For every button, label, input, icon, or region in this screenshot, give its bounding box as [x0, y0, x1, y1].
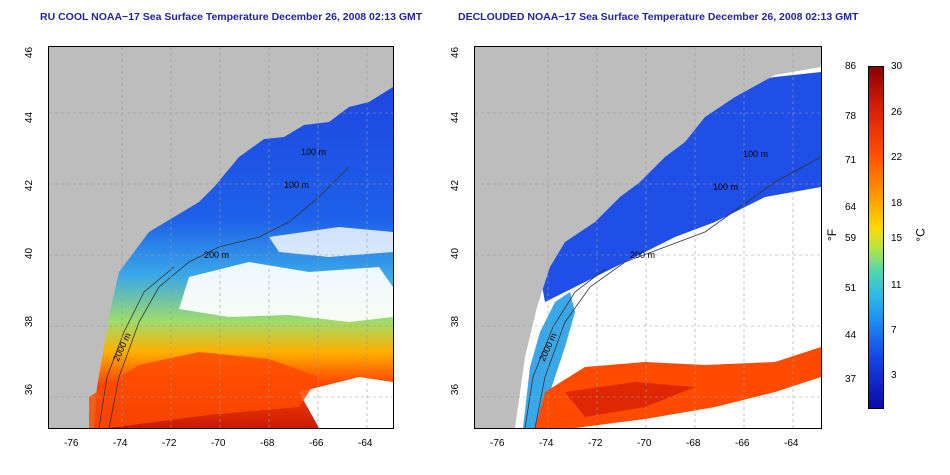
graticule	[475, 47, 821, 428]
gulf-core	[565, 382, 695, 417]
contour-50m	[98, 266, 175, 428]
cloud-band-2	[269, 227, 393, 257]
x-tick: -72	[162, 438, 177, 449]
x-tick: -68	[686, 438, 701, 449]
celsius-tick: 7	[891, 325, 897, 336]
contour-200m	[108, 166, 350, 428]
celsius-tick: 3	[891, 370, 897, 381]
land-mass	[49, 47, 393, 428]
y-tick: 42	[24, 179, 36, 192]
x-tick: -76	[490, 438, 505, 449]
x-tick: -76	[64, 438, 79, 449]
land-north	[299, 47, 393, 77]
fahrenheit-tick: 64	[845, 202, 857, 213]
y-tick: 38	[450, 315, 462, 328]
x-tick: -66	[309, 438, 324, 449]
temperature-colorbar	[868, 66, 884, 409]
fahrenheit-tick: 71	[845, 155, 857, 166]
y-tick: 38	[24, 315, 36, 328]
contour-label: 100 m	[301, 147, 327, 157]
x-tick: -68	[260, 438, 275, 449]
fahrenheit-tick: 37	[845, 374, 857, 385]
left-sst-map: 100 m 100 m 200 m 2000 m	[48, 46, 394, 429]
celsius-unit-label: °C	[913, 228, 928, 242]
right-map-canvas	[475, 47, 821, 428]
gulf-stream	[89, 352, 319, 428]
celsius-tick: 15	[891, 233, 903, 244]
y-tick: 46	[450, 46, 462, 59]
fahrenheit-tick: 51	[845, 283, 857, 294]
shelf-water	[535, 72, 821, 302]
x-tick: -66	[735, 438, 750, 449]
contour-label: 100 m	[743, 149, 769, 159]
cloud-band	[179, 262, 393, 322]
contour-label: 200 m	[204, 250, 230, 260]
fahrenheit-tick: 59	[845, 233, 857, 244]
contour-label: 200 m	[630, 250, 656, 260]
contour-50m	[524, 268, 606, 428]
y-tick: 44	[24, 111, 36, 124]
left-map-title: RU COOL NOAA−17 Sea Surface Temperature …	[40, 11, 423, 23]
y-tick: 42	[450, 179, 462, 192]
x-tick: -64	[358, 438, 373, 449]
contour-label: 100 m	[713, 182, 739, 192]
y-tick: 40	[450, 247, 462, 260]
celsius-tick: 22	[891, 152, 903, 163]
x-tick: -70	[211, 438, 226, 449]
right-map-title: DECLOUDED NOAA−17 Sea Surface Temperatur…	[458, 11, 859, 23]
celsius-tick: 11	[891, 280, 902, 291]
fahrenheit-unit-label: °F	[825, 228, 840, 242]
fahrenheit-tick: 78	[845, 111, 857, 122]
y-tick: 44	[450, 111, 462, 124]
land-mass	[475, 47, 821, 428]
fahrenheit-tick: 86	[845, 61, 857, 72]
x-tick: -70	[637, 438, 652, 449]
y-tick: 40	[24, 247, 36, 260]
contour-200m	[534, 156, 821, 428]
y-tick: 46	[24, 46, 36, 59]
y-tick: 36	[24, 383, 36, 396]
celsius-tick: 26	[891, 107, 903, 118]
fahrenheit-tick: 44	[845, 330, 857, 341]
y-tick: 36	[450, 383, 462, 396]
x-tick: -74	[113, 438, 128, 449]
cloud-southeast	[299, 377, 393, 428]
left-map-canvas	[49, 47, 393, 428]
x-tick: -72	[588, 438, 603, 449]
celsius-tick: 30	[891, 61, 903, 72]
x-tick: -64	[784, 438, 799, 449]
x-tick: -74	[539, 438, 554, 449]
right-sst-map: 100 m 100 m 200 m 2000 m	[474, 46, 822, 429]
celsius-tick: 18	[891, 198, 903, 209]
contour-label: 100 m	[284, 180, 310, 190]
